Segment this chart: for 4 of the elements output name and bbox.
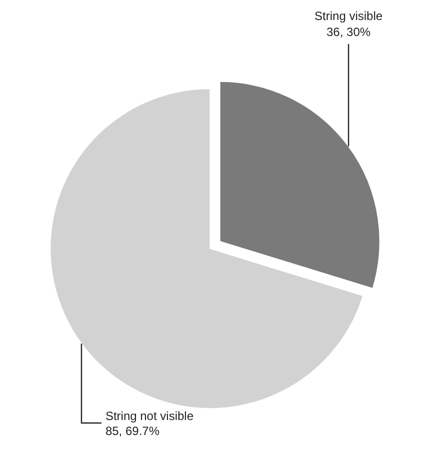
slice-label: String visible: [314, 9, 383, 23]
slice-label: String not visible: [105, 409, 194, 423]
data-label: 36, 30%: [326, 25, 371, 39]
data-label: 85, 69.7%: [105, 424, 160, 438]
